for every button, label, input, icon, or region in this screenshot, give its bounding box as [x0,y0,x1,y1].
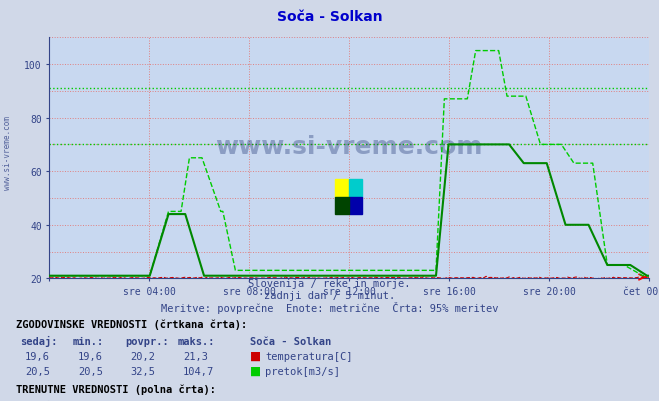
Text: 20,5: 20,5 [25,366,50,376]
Text: povpr.:: povpr.: [125,336,169,346]
Bar [335,180,349,197]
Text: TRENUTNE VREDNOSTI (polna črta):: TRENUTNE VREDNOSTI (polna črta): [16,384,216,395]
Text: ■: ■ [250,349,262,362]
Text: pretok[m3/s]: pretok[m3/s] [265,366,340,376]
Bar [349,180,362,197]
Text: Soča - Solkan: Soča - Solkan [250,336,331,346]
Text: Soča - Solkan: Soča - Solkan [277,10,382,24]
Text: sedaj:: sedaj: [20,400,57,401]
Text: ZGODOVINSKE VREDNOSTI (črtkana črta):: ZGODOVINSKE VREDNOSTI (črtkana črta): [16,318,248,329]
Text: 19,6: 19,6 [78,351,103,361]
Text: 32,5: 32,5 [130,366,156,376]
Text: Meritve: povprečne  Enote: metrične  Črta: 95% meritev: Meritve: povprečne Enote: metrične Črta:… [161,301,498,313]
Text: sedaj:: sedaj: [20,335,57,346]
Text: 19,6: 19,6 [25,351,50,361]
Bar [335,197,349,215]
Text: zadnji dan / 5 minut.: zadnji dan / 5 minut. [264,291,395,301]
Text: www.si-vreme.com: www.si-vreme.com [215,134,483,158]
Text: ■: ■ [250,364,262,377]
Text: min.:: min.: [72,336,103,346]
Text: 20,5: 20,5 [78,366,103,376]
Bar [349,197,362,215]
Text: 104,7: 104,7 [183,366,214,376]
Text: temperatura[C]: temperatura[C] [265,351,353,361]
Text: Slovenija / reke in morje.: Slovenija / reke in morje. [248,279,411,289]
Text: maks.:: maks.: [178,336,215,346]
Text: www.si-vreme.com: www.si-vreme.com [3,115,13,189]
Text: 21,3: 21,3 [183,351,208,361]
Text: 20,2: 20,2 [130,351,156,361]
